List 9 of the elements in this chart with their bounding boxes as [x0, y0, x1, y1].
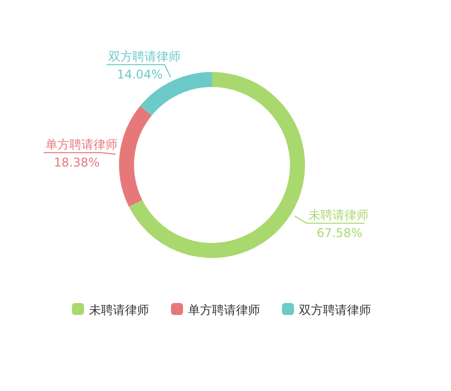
slice-label: 未聘请律师: [308, 208, 368, 222]
slice-label: 单方聘请律师: [46, 138, 118, 152]
legend-label: 双方聘请律师: [299, 303, 371, 317]
slice-label: 双方聘请律师: [108, 50, 181, 64]
legend-label: 未聘请律师: [89, 303, 149, 317]
data-label: 67.58%: [316, 226, 362, 240]
legend-label: 单方聘请律师: [188, 303, 260, 317]
data-label: 18.38%: [54, 156, 100, 170]
data-label: 14.04%: [116, 68, 163, 82]
